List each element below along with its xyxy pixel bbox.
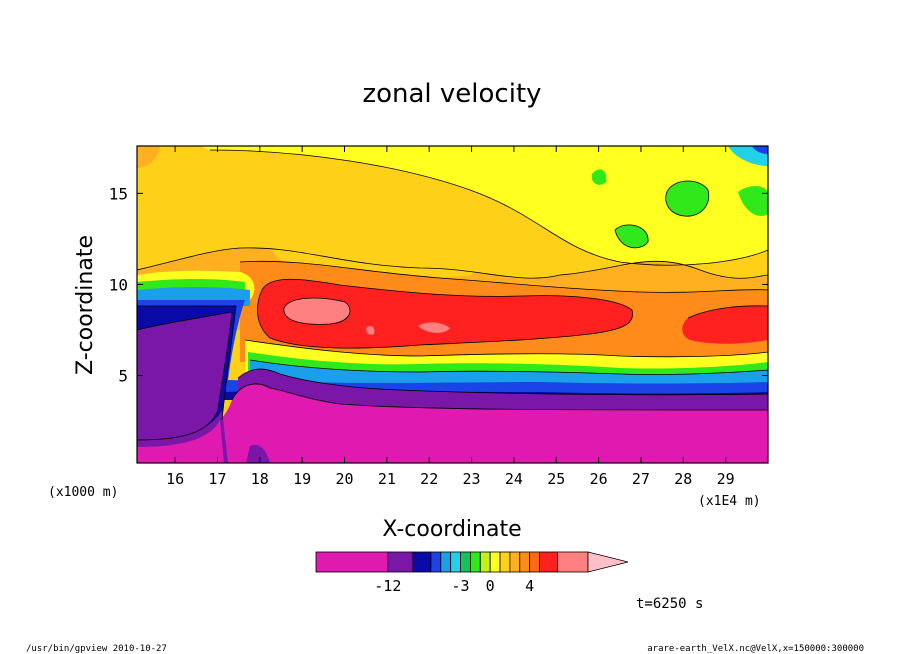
region-red-jet-core [257,279,633,349]
y-axis-label: Z-coordinate [73,235,98,375]
colorbar-swatch [539,551,558,573]
region-purple-small [246,444,270,463]
colorbar-swatch [450,551,461,573]
colorbar-swatch [430,551,442,573]
colorbar-tick-label: -12 [374,577,401,595]
contour-field [137,146,768,463]
region-magenta-lower [137,384,768,463]
colorbar-swatch [315,551,389,573]
region-magenta-bottom-left [137,420,224,463]
colorbar-swatch [470,551,481,573]
y-tick-label: 10 [109,275,128,294]
footer-right: arare-earth_VelX.nc@VelX,x=150000:300000 [647,644,864,654]
region-pink-max-1 [283,298,350,325]
colorbar-swatch [489,551,501,573]
x-tick-label: 23 [463,470,481,488]
region-band-yellow-lower [245,340,768,372]
time-label: t=6250 s [636,596,703,612]
x-tick-label: 17 [208,470,226,488]
x-tick-label: 27 [632,470,650,488]
region-pink-max-3 [366,326,375,335]
region-navy-top-left [137,306,236,330]
colorbar-tick-label: 0 [486,577,495,595]
region-pink-max-2 [418,322,450,333]
y-tick-label: 15 [109,184,128,203]
x-axis: 16 17 18 19 20 21 22 23 24 25 26 27 28 29 [166,146,735,488]
colorbar-swatch [440,551,452,573]
x-tick-label: 19 [293,470,311,488]
region-green-cell-2 [738,186,768,216]
x-tick-label: 25 [547,470,565,488]
x-tick-label: 22 [420,470,438,488]
region-green-cell-3 [615,224,649,248]
x-unit-left-label: (x1000 m) [48,485,118,500]
colorbar-swatch [529,551,540,573]
region-orange-topleft [137,146,160,168]
region-band-cyan-lower [250,360,768,384]
footer-left: /usr/bin/gpview 2010-10-27 [26,644,167,654]
colorbar [315,551,629,573]
contour-lines [137,149,768,441]
colorbar-tick-labels: -12 -3 0 4 [374,577,534,595]
chart-title: zonal velocity [362,79,541,109]
colorbar-tick-label: 4 [525,577,534,595]
colorbar-swatch [479,551,491,573]
region-purple-left [137,312,232,440]
colorbar-swatch [509,551,521,573]
y-axis: 5 10 15 [109,184,768,386]
y-tick-label: 5 [118,367,128,386]
colorbar-extend-arrow [587,551,629,573]
x-tick-label: 28 [674,470,692,488]
region-purple-band [238,369,768,410]
x-tick-label: 26 [590,470,608,488]
x-tick-label: 29 [717,470,735,488]
x-tick-label: 21 [378,470,396,488]
colorbar-swatch [557,551,589,573]
plot-frame [136,145,769,464]
x-tick-label: 16 [166,470,184,488]
x-tick-label: 20 [335,470,353,488]
region-green-cell-1 [665,181,709,217]
colorbar-swatch [519,551,531,573]
colorbar-swatch [412,551,432,573]
x-unit-right-label: (x1E4 m) [698,494,761,509]
x-tick-label: 18 [251,470,269,488]
colorbar-swatch [499,551,511,573]
colorbar-swatch [460,551,471,573]
x-tick-label: 24 [505,470,523,488]
colorbar-tick-label: -3 [451,577,469,595]
region-green-cell-4 [591,169,607,185]
region-red-right [682,305,768,344]
colorbar-swatch [387,551,414,573]
x-axis-label: X-coordinate [382,517,521,542]
region-blue-corner [752,146,768,154]
